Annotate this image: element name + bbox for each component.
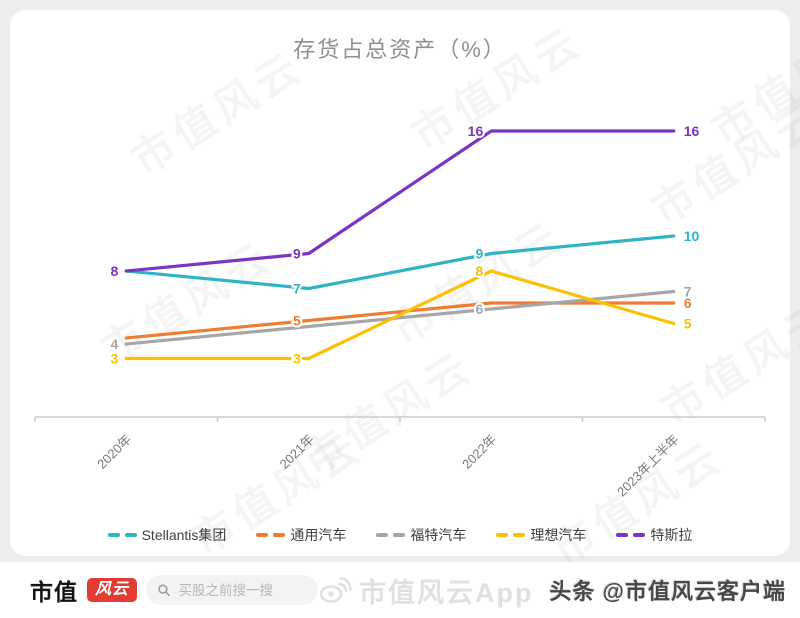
legend-label: 福特汽车 (410, 527, 467, 543)
weibo-icon (319, 577, 352, 603)
legend-item-gm[interactable]: 通用汽车 (256, 525, 346, 545)
channel-watermark: 头条 @市值风云客户端 (549, 579, 786, 604)
legend-item-ford[interactable]: 福特汽车 (376, 525, 466, 545)
series-line-tesla (124, 129, 676, 273)
legend-label: 通用汽车 (290, 527, 347, 543)
chart-legend: Stellantis集团 通用汽车 福特汽车 理想汽车 特斯拉 (0, 524, 800, 546)
bottom-bar: 市值 风云 市值风云App 头条 @市值风云客户端 (0, 562, 800, 618)
legend-marker (376, 533, 406, 537)
series-line-gm (124, 301, 676, 340)
bottom-bar-left: 市值 风云 (30, 562, 319, 618)
data-label-tesla: 16 (684, 123, 700, 139)
search-input[interactable] (176, 581, 308, 599)
legend-item-stellantis[interactable]: Stellantis集团 (107, 525, 227, 545)
x-tick-label: 2023年上半年 (614, 432, 682, 500)
legend-marker (616, 533, 646, 537)
data-label-li-auto: 5 (684, 316, 692, 332)
search-icon (158, 584, 170, 596)
legend-item-li-auto[interactable]: 理想汽车 (496, 525, 586, 545)
legend-marker (496, 533, 526, 537)
brand-logo-text: 市值 (30, 579, 78, 605)
data-label-li-auto: 3 (110, 351, 118, 367)
data-label-tesla: 8 (110, 263, 118, 279)
legend-item-tesla[interactable]: 特斯拉 (616, 525, 692, 545)
app-watermark-text: 市值风云App (359, 577, 534, 608)
series-line-li-auto (124, 269, 676, 361)
data-label-tesla: 16 (468, 123, 484, 139)
legend-marker (256, 533, 286, 537)
x-tick-label: 2022年 (459, 432, 499, 472)
data-label-li-auto: 8 (475, 263, 483, 279)
app-watermark: 市值风云App (318, 562, 533, 618)
series-line-stellantis (124, 234, 676, 291)
data-label-li-auto: 3 (293, 351, 301, 367)
data-label-ford: 6 (475, 301, 483, 317)
data-label-ford: 4 (110, 336, 118, 352)
data-label-tesla: 9 (293, 246, 301, 262)
legend-label: 特斯拉 (650, 527, 693, 543)
data-label-gm: 6 (684, 295, 692, 311)
x-tick-label: 2021年 (277, 432, 317, 472)
legend-label: 理想汽车 (530, 527, 587, 543)
series-line-ford (124, 289, 676, 346)
data-label-gm: 5 (293, 313, 301, 329)
chart-card: 市值风云市值风云市值风云市值风云市值风云市值风云市值风云市值风云市值风云市值风云… (10, 10, 800, 574)
data-label-ford: 7 (684, 284, 692, 300)
legend-label: Stellantis集团 (141, 527, 227, 543)
data-label-stellantis: 9 (475, 246, 483, 262)
brand-logo-badge: 风云 (87, 578, 138, 602)
data-label-stellantis: 7 (293, 281, 301, 297)
data-label-stellantis: 10 (684, 228, 700, 244)
search-pill[interactable] (146, 575, 319, 605)
chart-title: 存货占总资产（%） (293, 37, 507, 62)
x-tick-label: 2020年 (94, 432, 134, 472)
legend-marker (107, 533, 137, 537)
